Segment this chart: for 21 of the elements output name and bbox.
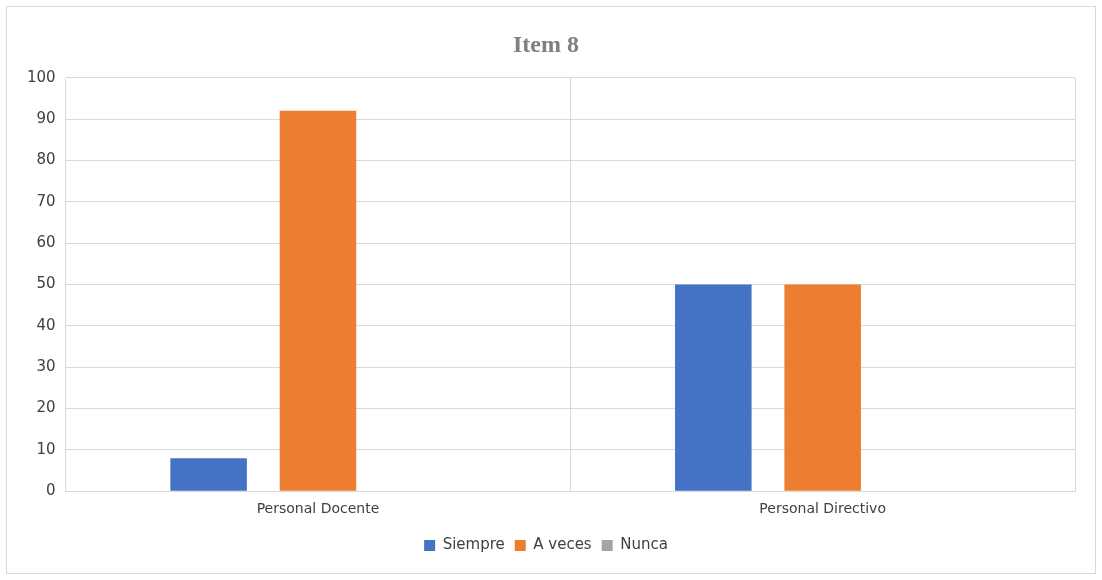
bar — [675, 284, 752, 491]
y-tick-label: 20 — [36, 398, 56, 417]
legend-label: Nunca — [620, 535, 668, 554]
y-tick-label: 40 — [36, 315, 56, 334]
chart-title: Item 8 — [513, 30, 579, 57]
y-tick-label: 10 — [36, 439, 56, 458]
bar — [784, 284, 861, 491]
legend-label: Siempre — [442, 535, 505, 554]
legend-label: A veces — [533, 535, 592, 554]
y-tick-label: 90 — [36, 109, 56, 128]
y-tick-label: 70 — [36, 191, 56, 210]
y-tick-label: 100 — [26, 67, 56, 86]
x-tick-label: Personal Docente — [256, 500, 380, 517]
y-tick-label: 0 — [46, 481, 56, 500]
y-tick-label: 80 — [36, 150, 56, 169]
y-tick-label: 60 — [36, 233, 56, 252]
x-tick-label: Personal Directivo — [759, 500, 886, 517]
bar — [279, 110, 357, 491]
y-tick-label: 50 — [36, 274, 56, 293]
bar — [170, 458, 247, 491]
y-tick-label: 30 — [36, 357, 56, 376]
